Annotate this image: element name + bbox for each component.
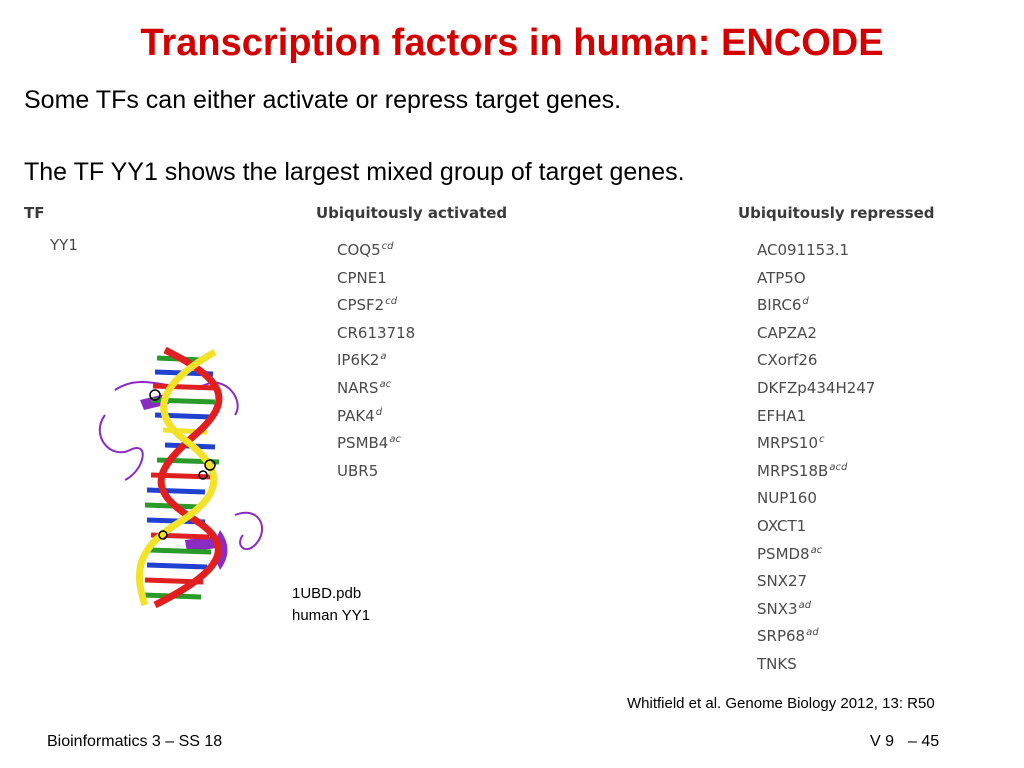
yy1-dna-structure-image [98,346,264,609]
gene-name: EFHA1 [757,406,807,425]
activated-gene: PSMB4ac [337,429,416,457]
gene-name: MRPS18B [757,461,829,480]
activated-gene: UBR5 [337,457,416,485]
slide-title: Transcription factors in human: ENCODE [140,22,884,64]
gene-footnote: d [375,406,383,418]
activated-gene: PAK4d [337,402,416,430]
gene-footnote: cd [381,241,394,252]
repressed-gene: MRPS18Bacd [757,457,876,485]
repressed-gene-list: AC091153.1 ATP5O BIRC6d CAPZA2 CXorf26 DKFZp4… [757,236,876,678]
figure-caption: 1UBD.pdb human YY1 [292,583,370,627]
repressed-gene: EFHA1 [757,402,876,430]
repressed-gene: SRP68ad [757,622,876,650]
gene-name: PSMD8 [757,544,810,563]
repressed-gene: BIRC6d [757,291,876,319]
footer-lecture: V 9 [870,733,895,750]
repressed-gene: SNX3ad [757,595,876,623]
citation: Whitfield et al. Genome Biology 2012, 13… [627,695,935,712]
gene-name: CPSF2 [337,296,385,315]
activated-gene: IP6K2a [337,346,416,374]
gene-footnote: acd [829,461,848,473]
gene-footnote: c [819,434,825,446]
repressed-gene: OXCT1 [757,512,876,540]
gene-footnote: ad [798,599,812,611]
activated-gene: CPSF2cd [337,291,416,319]
repressed-gene: NUP160 [757,484,876,512]
gene-name: AC091153.1 [757,241,850,259]
footer-course: Bioinformatics 3 – SS 18 [47,733,223,750]
gene-name: SRP68 [757,627,806,646]
activated-gene: CPNE1 [337,264,416,292]
gene-name: OXCT1 [757,516,807,535]
repressed-gene: AC091153.1 [757,236,876,264]
figure-caption-pdb: 1UBD.pdb [292,585,362,602]
repressed-gene: MRPS10c [757,429,876,457]
gene-footnote: ac [810,544,823,556]
repressed-gene: CAPZA2 [757,319,876,347]
repressed-gene: DKFZp434H247 [757,374,876,402]
gene-name: NUP160 [757,489,817,508]
gene-name: PAK4 [337,406,375,425]
repressed-gene: CXorf26 [757,346,876,374]
footer-page: – 45 [908,733,940,750]
gene-name: ATP5O [757,268,806,287]
activated-gene: COQ5cd [337,236,416,264]
gene-footnote: d [802,296,809,308]
column-header-tf: TF [24,204,45,222]
gene-name: CAPZA2 [757,323,817,342]
gene-name: COQ5 [337,241,381,259]
repressed-gene: TNKS [757,650,876,678]
figure-caption-protein: human YY1 [292,607,371,624]
gene-name: TNKS [757,654,797,673]
column-header-repressed: Ubiquitously repressed [738,204,935,222]
tf-yy1: YY1 [50,236,78,254]
gene-name: SNX27 [757,572,808,591]
activated-gene: NARSac [337,374,416,402]
gene-name: PSMB4 [337,434,389,453]
repressed-gene: SNX27 [757,567,876,595]
gene-name: CXorf26 [757,351,818,370]
gene-name: NARS [337,378,379,397]
gene-name: UBR5 [337,461,379,480]
gene-name: CR613718 [337,323,416,342]
footer-slide-number: V 9 – 45 [870,733,939,751]
gene-footnote: a [380,351,387,363]
yy1-line: The TF YY1 shows the largest mixed group… [24,158,685,186]
intro-line: Some TFs can either activate or repress … [24,86,622,114]
gene-name: MRPS10 [757,434,819,453]
gene-name: IP6K2 [337,351,380,370]
gene-name: BIRC6 [757,296,802,315]
gene-footnote: ac [379,378,392,390]
gene-footnote: ad [806,627,819,639]
column-header-activated: Ubiquitously activated [316,204,508,222]
gene-footnote: ac [389,434,401,446]
repressed-gene: ATP5O [757,264,876,292]
repressed-gene: PSMD8ac [757,540,876,568]
gene-name: SNX3 [757,599,798,618]
gene-name: DKFZp434H247 [757,378,876,397]
activated-gene-list: COQ5cd CPNE1 CPSF2cd CR613718 IP6K2a NARSac PA… [337,236,416,484]
gene-name: CPNE1 [337,268,387,287]
activated-gene: CR613718 [337,319,416,347]
gene-footnote: cd [385,296,398,308]
